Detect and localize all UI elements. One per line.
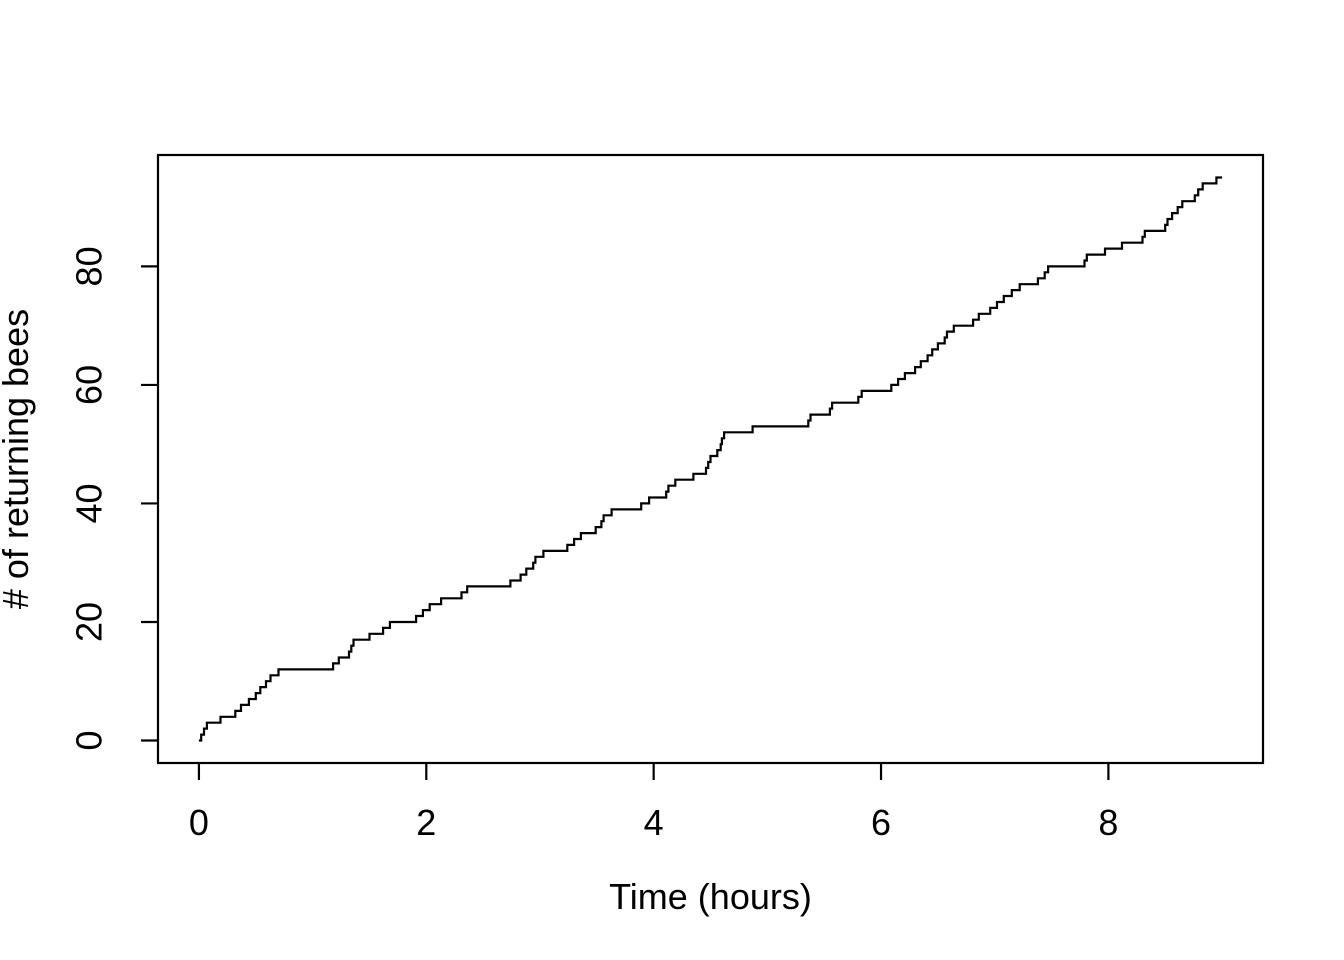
plot-border bbox=[156, 153, 1265, 765]
x-tick-label: 0 bbox=[189, 802, 209, 843]
y-tick-label: 80 bbox=[69, 246, 110, 286]
x-tick-label: 6 bbox=[871, 802, 891, 843]
y-tick-label: 60 bbox=[69, 365, 110, 405]
step-line bbox=[198, 176, 1223, 742]
x-axis-title: Time (hours) bbox=[609, 876, 812, 917]
x-tick-label: 4 bbox=[644, 802, 664, 843]
y-tick-label: 0 bbox=[69, 730, 110, 750]
y-tick-label: 40 bbox=[69, 483, 110, 523]
y-tick-label: 20 bbox=[69, 602, 110, 642]
x-axis: 0 2 4 6 8 bbox=[189, 763, 1118, 843]
x-tick-label: 8 bbox=[1098, 802, 1118, 843]
y-axis: 0 20 40 60 80 bbox=[69, 246, 158, 750]
y-axis-title: # of returning bees bbox=[0, 309, 36, 609]
x-tick-label: 2 bbox=[416, 802, 436, 843]
